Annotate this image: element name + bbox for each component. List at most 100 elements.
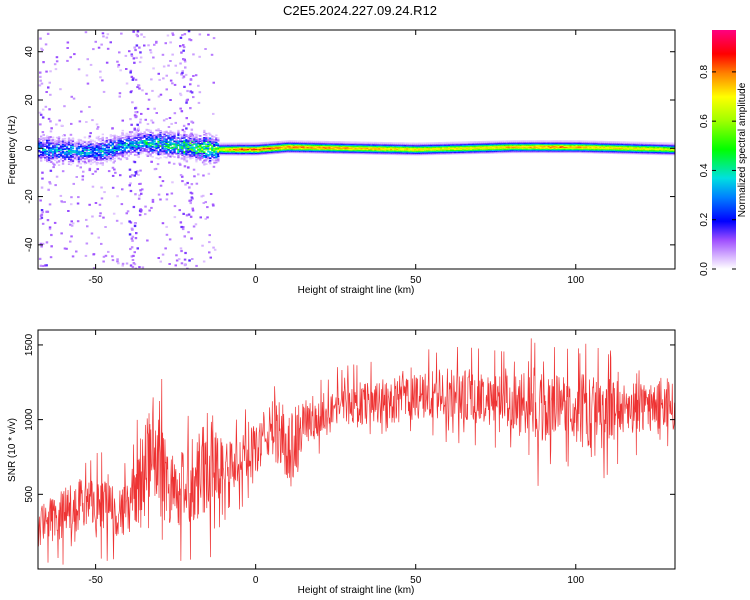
spectrogram-band-cell [93,155,96,157]
spectrogram-band-cell [121,140,124,143]
spectrogram-band-cell [217,158,220,160]
spectrogram-noise-cell [208,251,211,254]
spectrogram-band-cell [183,141,186,143]
spectrogram-band-cell [55,157,59,160]
spectrogram-band-cell [89,143,93,146]
spectrogram-band-cell [191,144,194,146]
spectrogram-noise-cell [173,83,177,86]
spectrogram-band-cell [141,152,144,154]
spectrogram-band-cell [143,145,146,147]
spectrogram-band-cell [115,137,118,139]
spectrogram-band-cell [101,155,104,158]
spectrogram-noise-cell [129,221,133,224]
spectrogram-band-cell [197,141,200,143]
spectrogram-noise-cell [182,212,185,215]
spectrogram-band-cell [191,141,194,144]
spectrogram-band-cell [201,137,204,140]
spectrogram-band-cell [107,157,110,159]
spectrogram-band-cell [187,147,190,150]
spectrogram-band-cell [59,143,63,146]
spectrogram-noise-cell [133,161,137,164]
spectrogram-noise-cell [185,117,188,120]
spectrogram-band-cell [213,139,216,141]
spectrogram-noise-cell [148,209,151,212]
spectrogram-noise-cell [197,101,201,104]
spectrogram-band-cell [181,140,184,143]
spectrogram-band-cell [187,139,190,142]
spectrogram-noise-cell [187,166,190,169]
spectrogram-band-cell [420,142,423,145]
spectrogram-noise-cell [187,231,190,234]
spectrogram-band-cell [137,129,140,131]
spectrogram-band-cell [137,133,140,135]
spectrogram-band-cell [85,141,89,143]
spectrogram-noise-cell [194,223,198,226]
spectrogram-band-cell [199,159,202,161]
spectrogram-band-cell [199,135,202,137]
spectrogram-noise-cell [46,136,49,139]
spectrogram-band-cell [179,144,182,146]
spectrogram-band-cell [93,152,96,154]
spectrogram-band-cell [99,148,102,150]
spectrogram-band-cell [177,137,180,139]
spectrogram-band-cell [89,151,93,153]
spectrogram-noise-cell [39,37,42,40]
spectrogram-band-cell [40,141,43,144]
spectrogram-band-cell [143,134,146,137]
spectrogram-noise-cell [70,235,73,238]
spectrogram-band-cell [83,152,87,154]
spectrogram-band-cell [63,143,67,146]
spectrogram-band-cell [203,139,206,141]
spectrogram-band-cell [135,147,138,149]
spectrogram-noise-cell [188,186,191,189]
spectrogram-band-cell [181,149,184,152]
spectrogram-noise-cell [69,240,72,243]
spectrogram-noise-cell [70,203,73,206]
spectrogram-noise-cell [98,215,102,217]
spectrogram-band-cell [67,143,71,146]
spectrogram-band-cell [55,146,59,149]
spectrogram-noise-cell [45,264,48,267]
spectrogram-band-cell [195,140,198,143]
spectrogram-noise-cell [178,209,181,212]
spectrogram-band-cell [111,142,114,144]
spectrogram-band-cell [105,140,108,142]
spectrogram-band-cell [95,153,98,155]
spectrogram-band-cell [109,135,112,138]
spectrogram-band-cell [193,151,196,154]
spectrogram-band-cell [75,155,79,158]
spectrogram-band-cell [181,136,184,138]
spectrogram-band-cell [143,140,146,142]
spectrogram-band-cell [46,146,49,149]
spectrogram-band-cell [207,143,210,146]
spectrogram-noise-cell [192,53,195,56]
spectrogram-band-cell [169,154,172,156]
spectrogram-band-cell [113,160,116,163]
spectrogram-band-cell [71,160,75,162]
spectrogram-band-cell [211,145,214,147]
spectrogram-band-cell [366,141,369,144]
spectrogram-band-cell [209,137,212,140]
spectrogram-band-cell [117,137,120,139]
spectrogram-band-cell [59,140,63,143]
spectrogram-noise-cell [82,170,85,173]
spectrogram-band-cell [161,147,164,150]
spectrogram-band-cell [159,135,162,137]
spectrogram-band-cell [155,134,158,137]
spectrogram-band-cell [117,143,120,145]
spectrogram-band-cell [42,143,45,145]
spectrogram-band-cell [183,145,186,147]
spectrogram-noise-cell [151,121,155,124]
spectrogram-band-cell [125,153,128,155]
spectrogram-band-cell [197,139,200,141]
spectrogram-band-cell [87,147,91,149]
spectrogram-band-cell [121,129,124,132]
spectrogram-band-cell [95,158,98,160]
spectrogram-band-cell [63,152,67,155]
spectrogram-band-cell [119,142,122,144]
spectrogram-band-cell [398,142,401,144]
spectrogram-band-cell [61,144,65,146]
spectrogram-band-cell [165,141,168,143]
spectrogram-noise-cell [161,53,165,56]
spectrogram-band-cell [177,151,180,153]
